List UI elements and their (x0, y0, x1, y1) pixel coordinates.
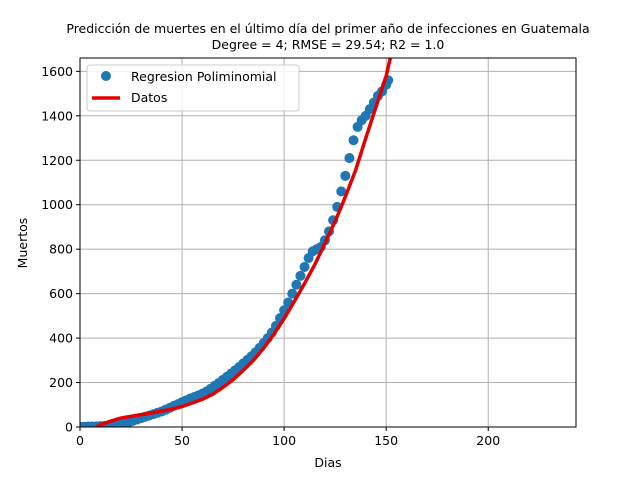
scatter-point (336, 186, 347, 197)
legend: Regresion Poliminomial Datos (86, 64, 300, 112)
plot-frame (79, 57, 577, 428)
legend-scatter-label: Regresion Poliminomial (131, 69, 277, 84)
y-axis-label: Muertos (15, 218, 30, 269)
legend-box (86, 64, 300, 112)
x-axis-label: Dias (314, 455, 341, 470)
scatter-point (299, 261, 310, 272)
y-tick-label: 1400 (41, 108, 73, 123)
x-tick-label: 100 (272, 433, 296, 448)
y-tick-label: 400 (49, 331, 73, 346)
x-tick-label: 200 (476, 433, 500, 448)
chart-title: Predicción de muertes en el último día d… (66, 21, 589, 36)
y-tick-label: 0 (65, 420, 73, 435)
chart-subtitle: Degree = 4; RMSE = 29.54; R2 = 1.0 (212, 37, 445, 52)
plot-data-layer (80, 58, 394, 427)
y-tick-label: 1000 (41, 197, 73, 212)
x-tick-label: 50 (174, 433, 190, 448)
legend-scatter-marker (101, 71, 111, 81)
scatter-point (291, 279, 302, 290)
scatter-point (348, 135, 359, 146)
line-path (95, 58, 393, 427)
scatter-point (344, 153, 355, 164)
y-tick-label: 800 (49, 242, 73, 257)
y-tick-label: 600 (49, 286, 73, 301)
scatter-point (340, 170, 351, 181)
grid-layer (79, 58, 576, 428)
line-series (95, 58, 393, 427)
x-tick-label: 150 (374, 433, 398, 448)
legend-line-label: Datos (131, 90, 167, 105)
y-tick-label: 1200 (41, 153, 73, 168)
x-tick-label: 0 (76, 433, 84, 448)
scatter-point (287, 288, 298, 299)
y-tick-label: 200 (49, 375, 73, 390)
y-tick-label: 1600 (41, 64, 73, 79)
scatter-point (295, 270, 306, 281)
axis-ticks: 0 50 100 150 200 0 200 400 600 800 1000 1200 1400 160… (41, 64, 500, 448)
